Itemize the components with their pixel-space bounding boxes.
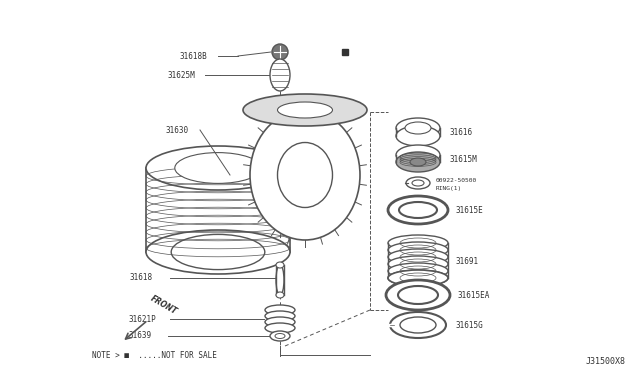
Ellipse shape [388, 249, 448, 265]
Ellipse shape [412, 180, 424, 186]
Text: 31618B: 31618B [180, 51, 208, 61]
Ellipse shape [388, 196, 448, 224]
Ellipse shape [146, 146, 290, 190]
Ellipse shape [390, 312, 446, 338]
Text: FRONT: FRONT [149, 294, 179, 316]
Ellipse shape [410, 158, 426, 166]
Ellipse shape [276, 262, 284, 268]
Text: 31639: 31639 [128, 331, 151, 340]
Text: 31691: 31691 [456, 257, 479, 266]
Ellipse shape [388, 235, 448, 251]
Ellipse shape [388, 270, 448, 286]
Ellipse shape [406, 177, 430, 189]
Ellipse shape [146, 230, 290, 274]
Ellipse shape [175, 153, 261, 183]
Ellipse shape [388, 256, 448, 272]
Ellipse shape [388, 270, 448, 286]
Text: 00922-50500: 00922-50500 [436, 177, 477, 183]
Ellipse shape [275, 334, 285, 339]
Text: RING(1): RING(1) [436, 186, 462, 190]
Ellipse shape [399, 202, 437, 218]
Ellipse shape [388, 242, 448, 258]
Ellipse shape [250, 110, 360, 240]
Ellipse shape [405, 122, 431, 134]
Text: 31615G: 31615G [456, 321, 484, 330]
Ellipse shape [396, 118, 440, 138]
Ellipse shape [270, 59, 290, 91]
Ellipse shape [265, 311, 295, 321]
Ellipse shape [265, 317, 295, 327]
Ellipse shape [400, 317, 436, 333]
Text: 31621P: 31621P [128, 314, 156, 324]
Ellipse shape [398, 286, 438, 304]
Text: NOTE > ■  .....NOT FOR SALE: NOTE > ■ .....NOT FOR SALE [92, 352, 217, 360]
Text: 31625M: 31625M [168, 71, 196, 80]
Text: J31500X8: J31500X8 [586, 357, 626, 366]
Ellipse shape [272, 44, 288, 60]
Ellipse shape [172, 234, 265, 270]
Text: 31615M: 31615M [450, 154, 477, 164]
Ellipse shape [276, 292, 284, 298]
Ellipse shape [388, 263, 448, 279]
Ellipse shape [265, 323, 295, 333]
Ellipse shape [396, 126, 440, 146]
Text: 31615E: 31615E [456, 205, 484, 215]
Text: 31630: 31630 [165, 125, 188, 135]
Ellipse shape [278, 142, 333, 208]
Ellipse shape [278, 102, 333, 118]
Text: 31616: 31616 [450, 128, 473, 137]
Ellipse shape [396, 152, 440, 172]
Ellipse shape [276, 265, 284, 295]
Text: 31615EA: 31615EA [458, 291, 490, 299]
Ellipse shape [386, 280, 450, 310]
Ellipse shape [270, 331, 290, 341]
Ellipse shape [243, 94, 367, 126]
Ellipse shape [265, 305, 295, 315]
Ellipse shape [396, 145, 440, 165]
Text: 31618: 31618 [130, 273, 153, 282]
